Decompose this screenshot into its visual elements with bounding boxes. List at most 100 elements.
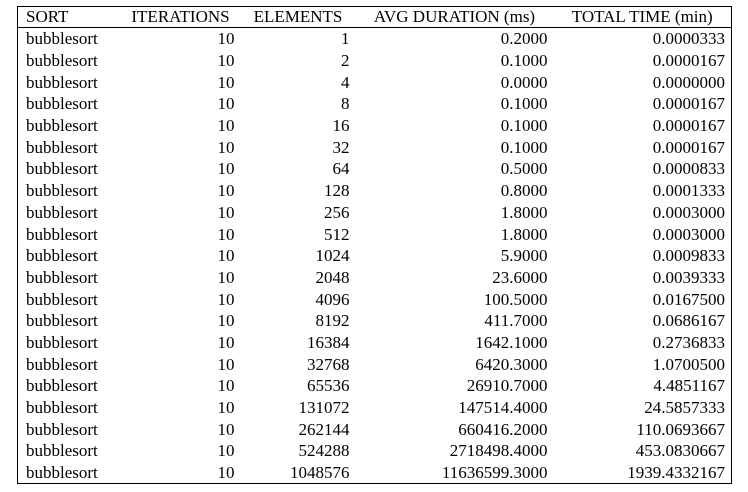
table-row: bubblesort 10 262144 660416.2000 110.0693667 [18, 418, 732, 440]
table-cell: 110.0693667 [636, 419, 725, 439]
table-cell: 660416.2000 [458, 419, 548, 439]
header-cell: ELEMENTS [240, 6, 356, 28]
header-cell: AVG DURATION (ms) [355, 6, 554, 28]
table-cell: bubblesort [26, 137, 98, 157]
table-cell: 0.5000 [500, 159, 548, 179]
table-cell: 0.0009833 [652, 246, 725, 266]
table-cell: 10 [217, 224, 235, 244]
results-table: SORT ITERATIONS ELEMENTS AVG DURATION (ms) T… [17, 6, 732, 485]
table-cell: 10 [217, 311, 235, 331]
table-cell: 10 [217, 72, 235, 92]
table-cell: 262144 [298, 419, 350, 439]
table-cell: 1024 [315, 246, 350, 266]
table-cell: 0.0003000 [652, 224, 725, 244]
table-cell: bubblesort [26, 116, 98, 136]
table-cell: 10 [217, 159, 235, 179]
table-row: bubblesort 10 256 1.8000 0.0003000 [18, 202, 732, 224]
table-cell: 524288 [298, 441, 350, 461]
table-cell: 11636599.3000 [441, 463, 548, 483]
table-cell: 16 [332, 116, 350, 136]
table-cell: 1642.1000 [475, 332, 548, 352]
table-cell: 10 [217, 441, 235, 461]
table-cell: 10 [217, 51, 235, 71]
table-cell: 0.0000 [500, 72, 548, 92]
table-cell: 0.2736833 [652, 332, 725, 352]
table-cell: 8 [341, 94, 350, 114]
table-cell: 0.0039333 [652, 267, 725, 287]
table-cell: 1939.4332167 [627, 463, 725, 483]
table-cell: bubblesort [26, 354, 98, 374]
table-cell: 1.8000 [500, 224, 548, 244]
table-cell: 0.1000 [500, 116, 548, 136]
table-cell: bubblesort [26, 441, 98, 461]
table-cell: 0.1000 [500, 94, 548, 114]
table-row: bubblesort 10 2 0.1000 0.0000167 [18, 50, 732, 72]
table-cell: bubblesort [26, 289, 98, 309]
table-cell: bubblesort [26, 376, 98, 396]
table-row: bubblesort 10 16384 1642.1000 0.2736833 [18, 332, 732, 354]
table-cell: 2048 [315, 267, 350, 287]
table-cell: 0.0000833 [652, 159, 725, 179]
table-row: bubblesort 10 1 0.2000 0.0000333 [18, 28, 732, 50]
header-cell: SORT [17, 6, 121, 28]
table-cell: 128 [324, 181, 350, 201]
table-cell: 10 [217, 419, 235, 439]
table-row: bubblesort 10 128 0.8000 0.0001333 [18, 180, 732, 202]
table-cell: 1048576 [290, 463, 350, 483]
table-cell: 131072 [298, 398, 350, 418]
table-cell: 10 [217, 137, 235, 157]
table-row: bubblesort 10 8 0.1000 0.0000167 [18, 93, 732, 115]
table-cell: 4.4851167 [653, 376, 725, 396]
table-cell: 411.7000 [484, 311, 548, 331]
table-row: bubblesort 10 65536 26910.7000 4.4851167 [18, 375, 732, 397]
table-cell: bubblesort [26, 94, 98, 114]
header-cell: ITERATIONS [120, 6, 241, 28]
table-cell: 256 [324, 202, 350, 222]
table-row: bubblesort 10 64 0.5000 0.0000833 [18, 158, 732, 180]
table-cell: 16384 [307, 332, 350, 352]
table-cell: bubblesort [26, 246, 98, 266]
table-cell: bubblesort [26, 398, 98, 418]
table-cell: 10 [217, 94, 235, 114]
table-row: bubblesort 10 32 0.1000 0.0000167 [18, 136, 732, 158]
table-cell: 0.0000333 [652, 29, 725, 49]
table-cell: 0.0000167 [652, 51, 725, 71]
table-cell: 6420.3000 [475, 354, 548, 374]
table-cell: 10 [217, 181, 235, 201]
table-cell: 10 [217, 463, 235, 483]
table-row: bubblesort 10 8192 411.7000 0.0686167 [18, 310, 732, 332]
table-cell: 10 [217, 202, 235, 222]
table-cell: 8192 [315, 311, 350, 331]
table-cell: 0.0167500 [652, 289, 725, 309]
table-cell: 10 [217, 246, 235, 266]
table-cell: bubblesort [26, 29, 98, 49]
table-cell: bubblesort [26, 159, 98, 179]
table-cell: 453.0830667 [635, 441, 725, 461]
table-cell: 0.0001333 [652, 181, 725, 201]
table-cell: bubblesort [26, 463, 98, 483]
table-cell: 24.5857333 [644, 398, 725, 418]
table-cell: 23.6000 [492, 267, 548, 287]
table-cell: 5.9000 [500, 246, 548, 266]
table-cell: 10 [217, 267, 235, 287]
table-cell: bubblesort [26, 202, 98, 222]
table-cell: 0.0000167 [652, 137, 725, 157]
table-cell: 2718498.4000 [449, 441, 548, 461]
table-cell: 147514.4000 [458, 398, 548, 418]
table-cell: 32768 [307, 354, 350, 374]
table-cell: 0.0000167 [652, 116, 725, 136]
table-cell: 26910.7000 [466, 376, 548, 396]
table-cell: 0.2000 [500, 29, 548, 49]
table-body: bubblesort 10 1 0.2000 0.0000333 bubblesort 10… [18, 28, 732, 484]
table-row: bubblesort 10 16 0.1000 0.0000167 [18, 115, 732, 137]
table-row: bubblesort 10 512 1.8000 0.0003000 [18, 223, 732, 245]
table-row: bubblesort 10 4 0.0000 0.0000000 [18, 71, 732, 93]
header-cell: TOTAL TIME (min) [553, 6, 732, 28]
table-cell: bubblesort [26, 419, 98, 439]
table-row: bubblesort 10 4096 100.5000 0.0167500 [18, 288, 732, 310]
table-cell: 2 [341, 51, 350, 71]
table-row: bubblesort 10 2048 23.6000 0.0039333 [18, 267, 732, 289]
table-cell: 10 [217, 376, 235, 396]
table-cell: 0.0686167 [652, 311, 725, 331]
